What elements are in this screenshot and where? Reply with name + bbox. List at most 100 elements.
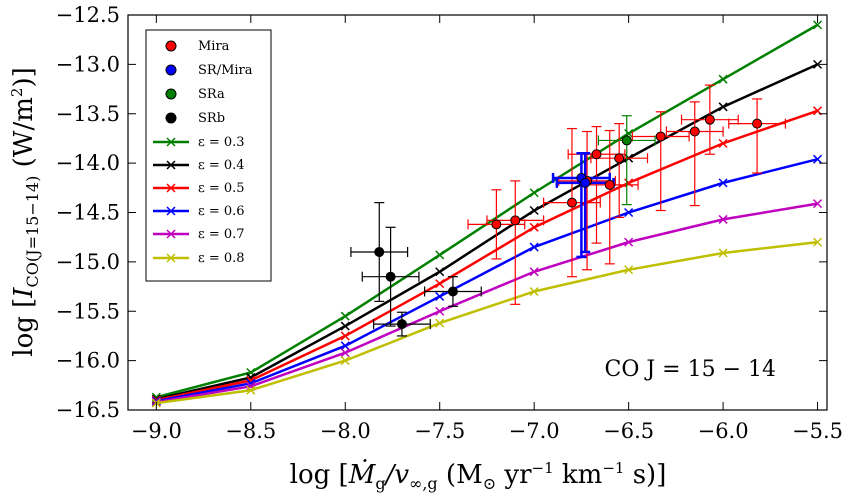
data-point-sr-mira	[580, 177, 591, 188]
model-marker	[529, 205, 539, 216]
model-line-eps-6	[156, 157, 818, 403]
model-marker	[813, 20, 823, 30]
x-tick-label: −6.5	[603, 419, 654, 443]
legend-label-srb: SRb	[198, 111, 225, 126]
data-point-mira	[604, 179, 615, 190]
model-marker	[340, 348, 350, 358]
data-point-mira	[591, 149, 602, 160]
model-marker	[813, 59, 823, 69]
x-tick-label: −5.5	[792, 419, 843, 443]
model-marker	[718, 178, 728, 188]
legend-marker-mira	[165, 40, 177, 52]
legend-label-eps-0-4: ε = 0.4	[198, 158, 245, 173]
model-marker	[718, 74, 728, 84]
x-axis-title: log [Ṁg/v∞,g (M⊙ yr−1 km−1 s)]	[290, 459, 667, 493]
x-tick-label: −8.0	[320, 419, 371, 443]
y-tick-label: −16.5	[56, 398, 120, 422]
legend-x-marker	[166, 183, 176, 193]
x-tick-label: −6.0	[698, 419, 749, 443]
y-tick-label: −16.0	[56, 349, 120, 373]
model-marker	[435, 267, 445, 277]
model-marker	[718, 102, 728, 112]
y-tick-label: −12.5	[56, 3, 120, 27]
legend-x-marker	[166, 160, 176, 170]
data-point-sra	[621, 135, 632, 146]
y-tick-label: −13.5	[56, 102, 120, 126]
data-point-mira	[491, 219, 502, 230]
legend-x-marker	[166, 137, 176, 147]
data-point-mira	[704, 114, 715, 125]
data-point-srb	[374, 247, 385, 257]
model-marker	[435, 279, 445, 289]
model-marker	[624, 178, 634, 188]
legend-marker-sr-mira	[165, 64, 177, 76]
model-marker	[529, 222, 539, 232]
model-marker	[340, 311, 350, 321]
legend-entry-eps-0-4: ε = 0.4	[153, 158, 245, 173]
legend-entry-eps-0-3: ε = 0.3	[153, 135, 245, 150]
legend-label-eps-0-8: ε = 0.8	[198, 251, 245, 266]
model-marker	[529, 286, 539, 297]
model-marker	[340, 356, 350, 366]
x-tick-label: −8.5	[225, 419, 276, 443]
legend-marker-sra	[165, 88, 177, 100]
x-tick-label: −7.0	[509, 419, 560, 443]
y-axis-title: log [ICO(J=15−14) (W/m2)]	[8, 67, 42, 357]
legend: Mira SR/Mira SRa SRb ε = 0.3 ε = 0.4 ε =…	[145, 29, 272, 282]
y-tick-label: −14.0	[56, 151, 120, 175]
data-point-srb	[385, 271, 396, 282]
model-marker	[529, 267, 539, 277]
model-marker	[435, 250, 445, 260]
transition-annotation: CO J = 15 − 14	[604, 357, 776, 382]
model-line-eps-7	[156, 202, 818, 404]
model-line-eps-5	[156, 109, 818, 402]
legend-entry-eps-0-6: ε = 0.6	[153, 204, 245, 219]
legend-label-eps-0-7: ε = 0.7	[198, 227, 245, 242]
data-point-srb	[447, 286, 458, 297]
model-marker	[813, 237, 823, 247]
legend-entry-eps-0-5: ε = 0.5	[153, 181, 245, 196]
model-marker	[340, 331, 350, 341]
model-marker	[435, 306, 445, 316]
data-point-mira	[655, 131, 666, 142]
model-marker	[246, 385, 256, 395]
data-point-mira	[510, 215, 521, 226]
x-tick-label: −9.0	[131, 419, 182, 443]
model-marker	[435, 291, 445, 301]
model-lines	[151, 20, 823, 408]
model-marker	[813, 199, 823, 209]
legend-x-marker	[166, 206, 176, 216]
model-marker	[718, 138, 728, 148]
legend-label-sra: SRa	[198, 87, 225, 102]
axis-ticks: −9.0 −8.5 −8.0 −7.5 −7.0 −6.5 −6.0 −5.5 −16.5 −16…	[56, 3, 843, 443]
legend-entry-eps-0-7: ε = 0.7	[153, 227, 245, 242]
legend-entry-eps-0-8: ε = 0.8	[153, 251, 245, 266]
model-marker	[340, 321, 350, 331]
legend-marker-srb	[165, 112, 177, 124]
data-points	[374, 114, 763, 330]
y-tick-label: −15.5	[56, 299, 120, 323]
model-marker	[624, 237, 634, 247]
legend-label-mira: Mira	[198, 39, 230, 54]
model-marker	[624, 207, 634, 218]
data-point-srb	[396, 319, 407, 330]
data-point-mira	[752, 118, 763, 129]
model-marker	[813, 154, 823, 164]
model-marker	[435, 318, 445, 328]
legend-label-eps-0-3: ε = 0.3	[198, 135, 245, 150]
model-marker	[718, 248, 728, 258]
model-marker	[718, 214, 728, 224]
y-tick-label: −14.5	[56, 201, 120, 225]
legend-x-marker	[166, 253, 176, 263]
model-line-eps-8	[156, 240, 818, 405]
model-marker	[529, 188, 539, 198]
legend-label-eps-0-6: ε = 0.6	[198, 204, 245, 219]
y-tick-label: −15.0	[56, 250, 120, 274]
legend-label-eps-0-5: ε = 0.5	[198, 181, 245, 196]
model-marker	[529, 242, 539, 252]
model-marker	[340, 341, 350, 351]
data-point-mira	[614, 153, 625, 164]
x-tick-label: −7.5	[414, 419, 465, 443]
